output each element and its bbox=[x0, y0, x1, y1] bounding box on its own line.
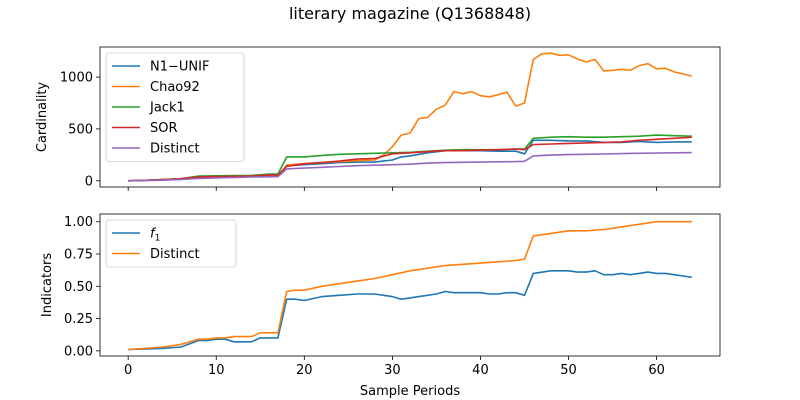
x-tick-label: 10 bbox=[208, 363, 225, 378]
x-tick-label: 30 bbox=[384, 363, 401, 378]
y-tick-label: 500 bbox=[68, 122, 93, 137]
chart-panels: 05001000CardinalityN1−UNIFChao92Jack1SOR… bbox=[35, 46, 721, 399]
y-tick-label: 1000 bbox=[60, 71, 93, 86]
series-line-f1 bbox=[128, 269, 692, 351]
series-line-distinct bbox=[128, 151, 692, 182]
series-line-sor bbox=[128, 136, 692, 182]
legend-label: N1−UNIF bbox=[150, 60, 209, 75]
y-tick-label: 1.00 bbox=[64, 215, 93, 230]
y-axis-label: Indicators bbox=[40, 253, 55, 317]
legend-label: Chao92 bbox=[150, 80, 200, 95]
x-tick-label: 20 bbox=[296, 363, 313, 378]
series-line-distinct bbox=[128, 220, 692, 351]
legend-label: Jack1 bbox=[149, 101, 185, 116]
x-tick-label: 0 bbox=[124, 363, 132, 378]
y-axis-label: Cardinality bbox=[35, 82, 50, 153]
y-tick-label: 0.25 bbox=[64, 312, 93, 327]
y-tick-label: 0 bbox=[85, 174, 93, 189]
legend-label: f1 bbox=[150, 227, 160, 244]
legend-box bbox=[105, 52, 245, 162]
legend-label: Distinct bbox=[150, 247, 200, 262]
axes-frame bbox=[99, 213, 721, 357]
chart-panel-2: 0 10 20 30 40 50 60 0.00 0.25 0.50 0.75 1.00 Indicat… bbox=[40, 213, 721, 399]
y-tick-label: 0.00 bbox=[64, 344, 93, 359]
legend-label: SOR bbox=[150, 121, 178, 136]
y-tick-label: 0.50 bbox=[64, 280, 93, 295]
y-tick-label: 0.75 bbox=[64, 248, 93, 263]
figure-title: literary magazine (Q1368848) bbox=[289, 4, 531, 23]
legend-label: Distinct bbox=[150, 142, 200, 157]
chart-panel-1: 0 500 1000 Cardinality N1−UNIF Chao92 Jack1 SOR… bbox=[35, 46, 721, 191]
axes-frame bbox=[99, 46, 721, 188]
x-tick-label: 50 bbox=[560, 363, 577, 378]
x-axis-label: Sample Periods bbox=[360, 384, 460, 399]
x-tick-label: 40 bbox=[472, 363, 489, 378]
legend-box bbox=[105, 219, 237, 268]
x-tick-label: 60 bbox=[648, 363, 665, 378]
